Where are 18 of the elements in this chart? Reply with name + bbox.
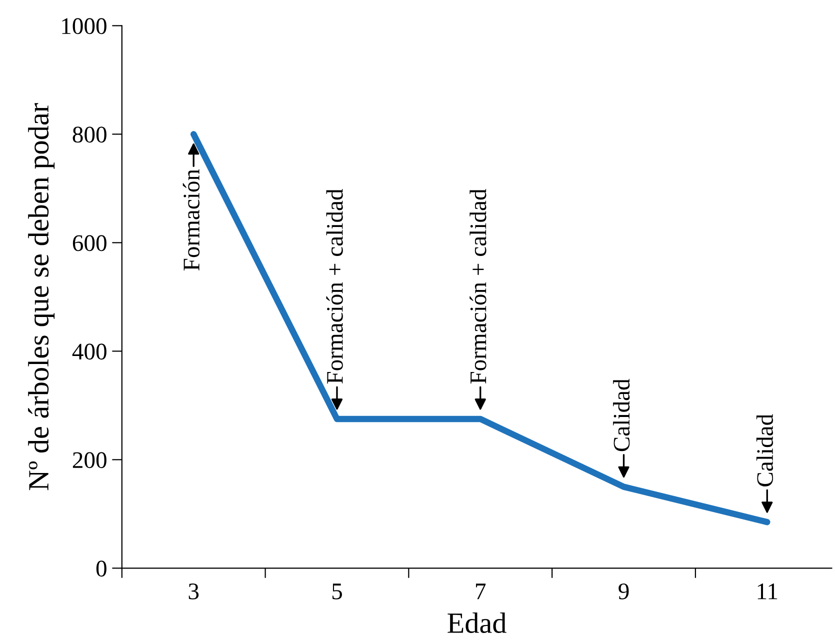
x-tick-label: 9 [618,584,629,600]
annotation: Formación [182,169,200,271]
y-tick-label: 400 [72,344,106,360]
annotation: Calidad [756,414,774,486]
annotation: Formación + calidad [326,188,343,384]
x-tick-label: 5 [332,584,342,600]
y-tick-label: 200 [72,452,106,468]
y-tick-label: 0 [96,560,106,577]
y-tick-label: 800 [72,126,106,143]
annotation: Formación + calidad [470,188,486,384]
x-tick-label: 3 [188,584,199,600]
y-tick-label: 1000 [62,18,106,34]
annotation: Calidad [613,378,630,452]
y-tick-label: 600 [72,235,106,252]
x-tick-label: 7 [476,584,486,600]
x-axis-title: Edad [448,612,506,634]
x-tick-label: 11 [758,584,778,600]
y-axis-title: Nº de árboles que se deben podar [28,103,55,490]
